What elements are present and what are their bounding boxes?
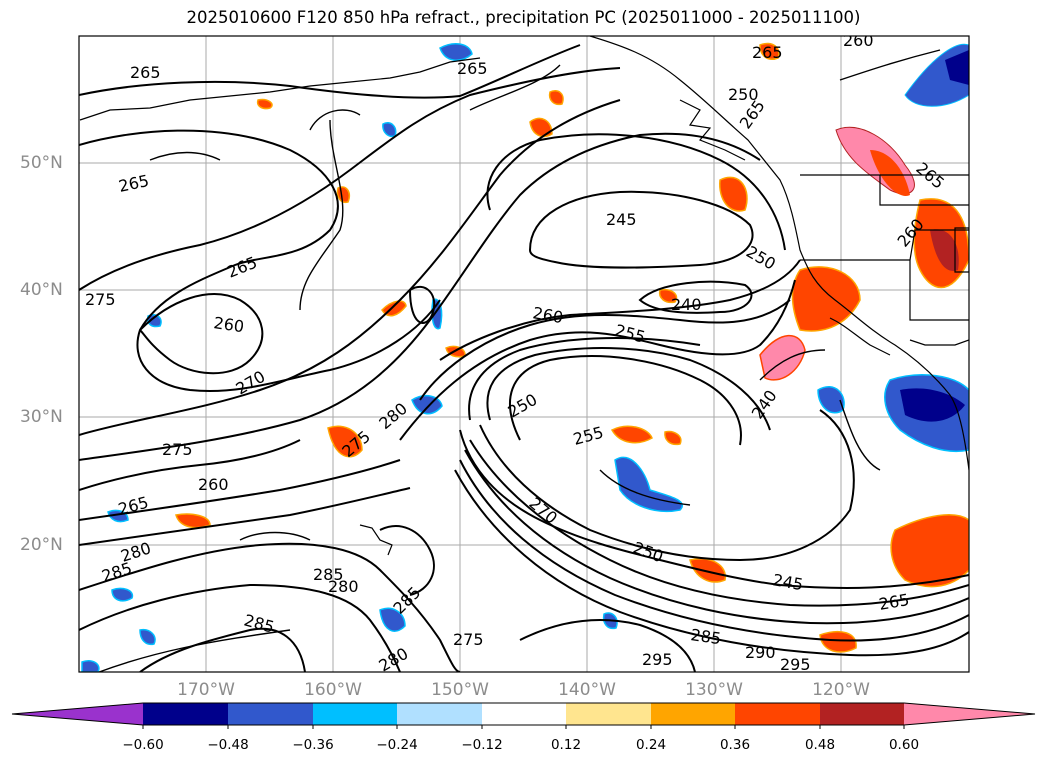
colorbar-tick-label: −0.12 [461, 737, 503, 753]
contour-label: 290 [745, 643, 776, 662]
colorbar-tick-label: −0.24 [376, 737, 418, 753]
lat-label: 30°N [20, 407, 63, 427]
contour-label: 265 [752, 43, 783, 62]
colorbar-ticks [142, 725, 905, 729]
colorbar-extend-left [12, 703, 143, 725]
lon-label: 150°W [431, 680, 489, 700]
lat-label: 50°N [20, 153, 63, 173]
colorbar-extend-right [904, 703, 1035, 725]
lon-label: 120°W [812, 680, 870, 700]
colorbar-segment [397, 703, 483, 725]
contour-label: 295 [780, 655, 811, 674]
contour-label: 260 [198, 475, 229, 494]
lon-label: 170°W [177, 680, 235, 700]
refractivity-contours [79, 44, 969, 672]
lat-label: 40°N [20, 280, 63, 300]
contour-label: 250 [728, 85, 759, 104]
contour-label: 285 [313, 565, 344, 584]
colorbar-tick-label: 0.48 [804, 737, 836, 753]
colorbar-tick-label: 0.12 [550, 737, 582, 753]
colorbar [11, 702, 1036, 729]
colorbar-segment [820, 703, 905, 725]
contour-label: 275 [162, 440, 193, 459]
contour-label: 295 [642, 650, 673, 669]
colorbar-segment [651, 703, 737, 725]
colorbar-tick-label: −0.60 [122, 737, 164, 753]
map-title: 2025010600 F120 850 hPa refract., precip… [186, 8, 861, 27]
colorbar-segment [228, 703, 314, 725]
contour-label: 265 [457, 59, 488, 78]
colorbar-tick-label: −0.48 [207, 737, 249, 753]
lon-label: 130°W [685, 680, 743, 700]
contour-label: 245 [606, 210, 637, 229]
map-plot-area: 265 265 265 265 265 260 275 260 270 280 … [79, 31, 969, 674]
colorbar-tick-label: 0.36 [719, 737, 751, 753]
refractivity-contours-thin [97, 49, 941, 672]
coastline [79, 36, 969, 556]
colorbar-segment [735, 703, 821, 725]
contour-label: 275 [453, 630, 484, 649]
contour-label: 285 [689, 625, 722, 648]
lon-label: 160°W [304, 680, 362, 700]
contour-label: 265 [130, 63, 161, 82]
contour-label: 240 [671, 295, 702, 314]
lat-label: 20°N [20, 535, 63, 555]
colorbar-segment [566, 703, 652, 725]
colorbar-tick-label: −0.36 [292, 737, 334, 753]
contour-label: 280 [328, 577, 359, 596]
lon-label: 140°W [558, 680, 616, 700]
map-frame [78, 35, 970, 673]
contour-label: 260 [843, 31, 874, 50]
colorbar-tick-label: 0.60 [888, 737, 920, 753]
colorbar-segment [143, 703, 229, 725]
contour-label: 260 [212, 313, 245, 336]
colorbar-segment [482, 703, 568, 725]
colorbar-segment [313, 703, 399, 725]
contour-label: 275 [85, 290, 116, 309]
colorbar-tick-label: 0.24 [635, 737, 667, 753]
map-background [79, 36, 969, 672]
